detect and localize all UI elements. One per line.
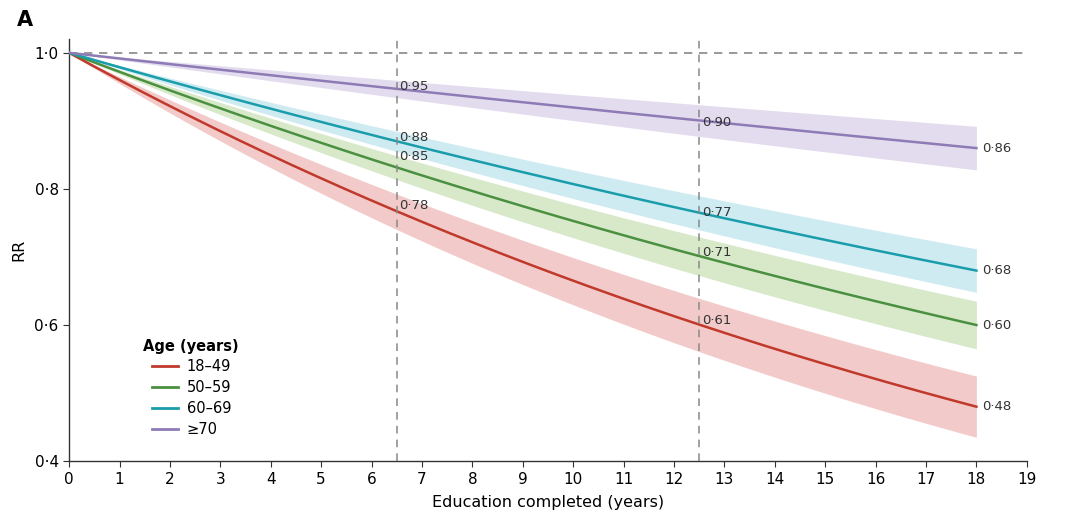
Text: 0·78: 0·78 [400,200,429,213]
18–49 [807,357,820,364]
Text: 0·77: 0·77 [702,206,731,218]
Text: 0·86: 0·86 [983,142,1012,155]
50–59 [603,228,616,234]
Text: 0·95: 0·95 [400,80,429,93]
Legend: 18–49, 50–59, 60–69, ≥70: 18–49, 50–59, 60–69, ≥70 [144,339,239,437]
≥70 [499,97,512,104]
18–49 [603,291,616,297]
60–69 [494,164,507,170]
60–69 [554,178,567,184]
50–59 [63,49,76,56]
18–49 [970,404,983,410]
60–69 [970,267,983,274]
18–49 [494,250,507,256]
60–69 [499,165,512,171]
18–49 [554,272,567,279]
Text: A: A [16,10,32,30]
18–49 [63,49,76,56]
Line: ≥70: ≥70 [69,53,976,148]
60–69 [807,234,820,240]
50–59 [807,282,820,289]
50–59 [970,322,983,328]
≥70 [63,49,76,56]
Text: 0·48: 0·48 [983,400,1012,413]
50–59 [494,196,507,203]
60–69 [63,49,76,56]
Text: 0·90: 0·90 [702,116,731,129]
Text: 0·60: 0·60 [983,318,1012,331]
50–59 [948,317,961,323]
18–49 [948,398,961,404]
Text: 0·61: 0·61 [702,314,731,327]
Y-axis label: RR: RR [11,239,26,262]
Line: 60–69: 60–69 [69,53,976,270]
≥70 [807,129,820,135]
60–69 [948,263,961,269]
50–59 [554,214,567,220]
60–69 [603,189,616,195]
≥70 [970,145,983,151]
50–59 [499,198,512,204]
≥70 [948,143,961,149]
≥70 [554,103,567,109]
Line: 50–59: 50–59 [69,53,976,325]
X-axis label: Education completed (years): Education completed (years) [432,495,664,510]
Text: 0·68: 0·68 [983,264,1012,277]
Text: 0·88: 0·88 [400,131,429,144]
Line: 18–49: 18–49 [69,53,976,407]
≥70 [603,108,616,115]
Text: 0·71: 0·71 [702,246,731,259]
18–49 [499,252,512,258]
Text: 0·85: 0·85 [400,151,429,164]
≥70 [494,97,507,103]
